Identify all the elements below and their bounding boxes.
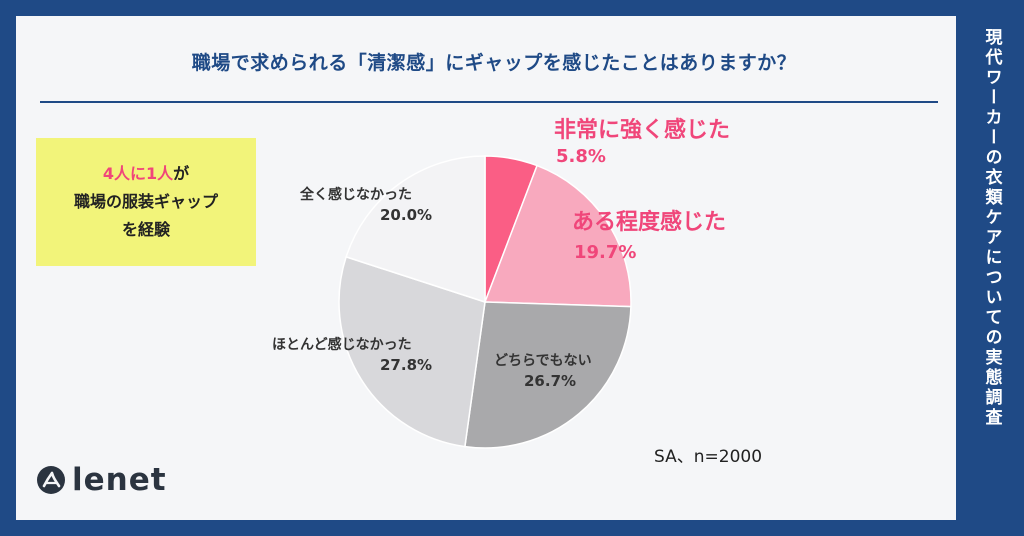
- slice-value-hardly: 27.8%: [380, 356, 433, 374]
- callout-line-1-rest: が: [173, 164, 190, 183]
- slice-label-not-at-all: 全く感じなかった: [300, 187, 412, 203]
- pie-slice-not-at-all: [345, 155, 486, 304]
- title-divider: [40, 101, 938, 103]
- slice-label-hardly: ほとんど感じなかった: [272, 337, 412, 353]
- pie-slice-hardly: [338, 255, 486, 448]
- slice-label-somewhat: ある程度感じた: [572, 210, 727, 235]
- brand-logo[interactable]: lenet: [36, 462, 167, 498]
- brand-name: lenet: [72, 462, 167, 498]
- callout-line-3: を経験: [121, 220, 170, 239]
- slice-label-neutral: どちらでもない: [494, 353, 592, 369]
- pie-slice-somewhat: [483, 164, 632, 308]
- callout-line-2: 職場の服装ギャップ: [73, 192, 218, 211]
- slice-label-very-strongly: 非常に強く感じた: [554, 118, 731, 143]
- survey-sidebar-title: 現代ワーカーの衣類ケアについての実態調査: [981, 28, 1002, 428]
- chart-title: 職場で求められる「清潔感」にギャップを感じたことはありますか？: [191, 52, 797, 74]
- sample-size-note: SA、n=2000: [654, 447, 763, 467]
- callout-highlight: 4人に1人: [102, 164, 174, 183]
- slice-value-somewhat: 19.7%: [574, 242, 637, 263]
- lenet-logo-icon: [37, 466, 65, 494]
- slice-value-neutral: 26.7%: [524, 372, 577, 390]
- slice-value-very-strongly: 5.8%: [556, 146, 606, 167]
- slice-value-not-at-all: 20.0%: [380, 206, 433, 224]
- pie-slice-neutral: [464, 301, 632, 449]
- callout-line-1: 4人に1人が: [103, 160, 189, 188]
- key-finding-callout: 4人に1人が 職場の服装ギャップ を経験: [36, 138, 256, 266]
